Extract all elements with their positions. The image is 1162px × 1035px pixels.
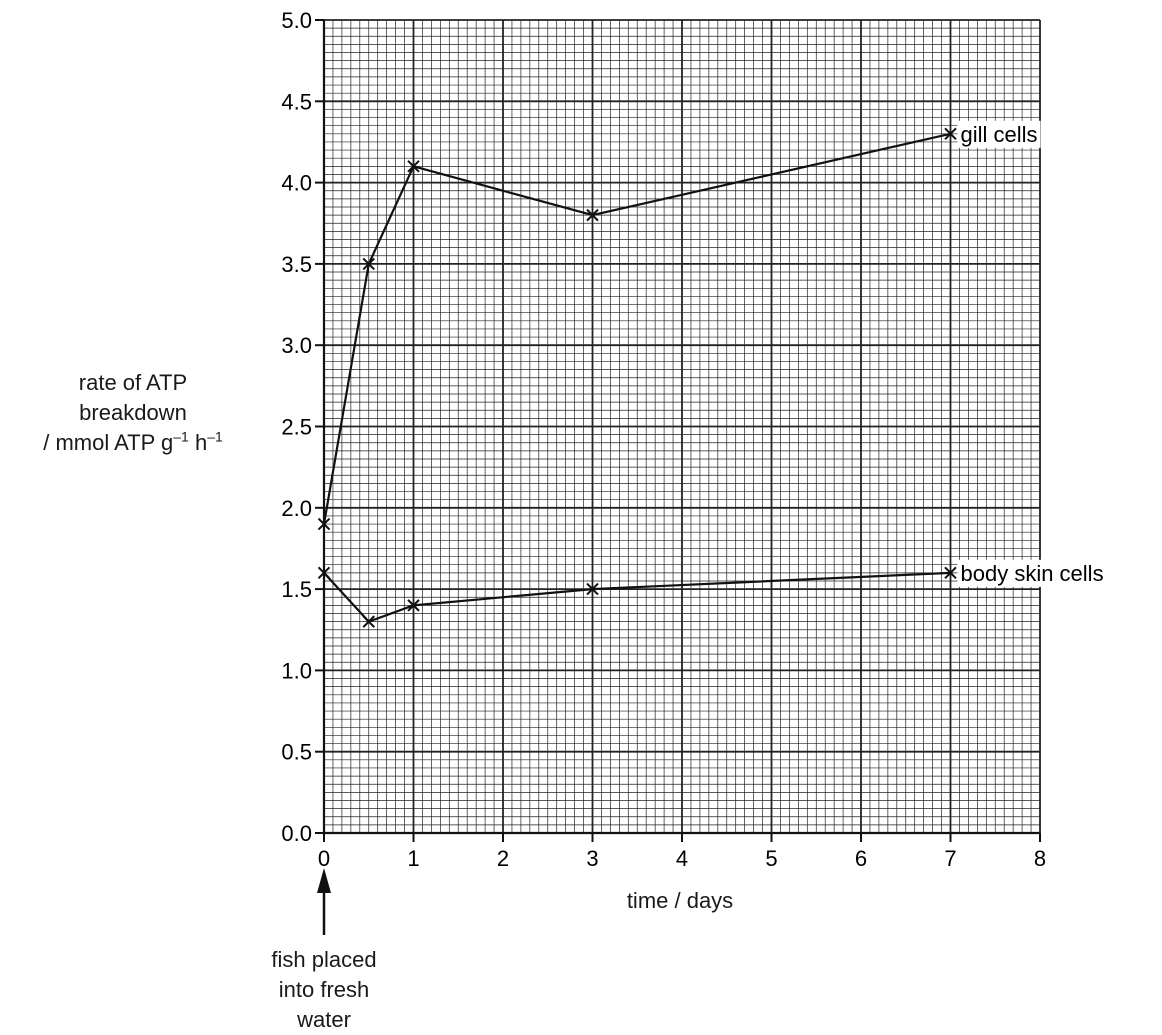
series-label-background <box>957 559 1107 587</box>
x-axis-title: time / days <box>626 888 734 913</box>
data-point-stroke <box>944 127 957 141</box>
x-tick-label: 1 <box>407 846 419 871</box>
y-unit-mid: h <box>188 430 208 455</box>
x-tick-label: 6 <box>855 846 867 871</box>
y-tick-label: 1.5 <box>281 577 312 602</box>
y-tick-label: 1.0 <box>281 658 312 683</box>
x-tick-label: 2 <box>497 846 509 871</box>
data-point-stroke <box>362 257 375 271</box>
y-tick-label: 4.5 <box>281 89 312 114</box>
annotation-arrow <box>317 868 331 935</box>
y-axis-title-line-2: breakdown <box>79 400 187 425</box>
series-label: gill cells <box>961 122 1038 147</box>
series-1: body skin cells <box>317 559 1107 628</box>
data-point-stroke <box>362 615 375 628</box>
data-point <box>362 615 375 628</box>
series-0: gill cells <box>317 120 1041 531</box>
data-point-stroke <box>317 566 331 580</box>
x-tick-label: 3 <box>586 846 598 871</box>
y-axis-title: rate of ATP breakdown / mmol ATP g–1 h–1 <box>2 368 264 458</box>
y-tick-label: 2.0 <box>281 496 312 521</box>
series-label: body skin cells <box>961 561 1104 586</box>
data-point <box>944 127 957 141</box>
data-point <box>944 566 957 580</box>
chart-ticks: 0.0 0.5 1.0 1.5 2.0 2.5 3.0 3.5 4.0 4.5 5.0 0 1 2 3 4 5 6… <box>281 8 1046 871</box>
data-point <box>586 582 599 596</box>
data-point <box>407 160 420 173</box>
annotation-text: fish placed into fresh water <box>224 945 424 1035</box>
series-label-background <box>957 120 1041 148</box>
chart-grid <box>323 19 1041 834</box>
data-point-stroke <box>407 160 420 173</box>
x-tick-label: 7 <box>944 846 956 871</box>
annotation-line-2: into fresh <box>278 977 370 1002</box>
y-tick-label: 3.0 <box>281 333 312 358</box>
data-point <box>362 257 375 271</box>
y-tick-label: 0.0 <box>281 821 312 846</box>
annotation-line-3: water <box>297 1007 351 1032</box>
chart-series: gill cells body skin cells <box>317 120 1107 628</box>
data-point <box>407 599 420 612</box>
y-tick-label: 0.5 <box>281 740 312 765</box>
y-tick-label: 4.0 <box>281 171 312 196</box>
x-tick-label: 8 <box>1034 846 1046 871</box>
data-point <box>317 517 331 531</box>
annotation-line-1: fish placed <box>271 947 377 972</box>
y-axis-title-line-1: rate of ATP <box>78 370 188 395</box>
x-tick-label: 5 <box>765 846 777 871</box>
y-unit-sup-1: –1 <box>173 428 189 445</box>
x-tick-label: 0 <box>318 846 330 871</box>
data-point-stroke <box>317 517 331 531</box>
y-tick-label: 2.5 <box>281 415 312 440</box>
x-tick-label: 4 <box>676 846 688 871</box>
y-axis-unit: / mmol ATP g–1 h–1 <box>2 428 264 458</box>
data-point-stroke <box>944 566 957 580</box>
y-tick-label: 5.0 <box>281 8 312 33</box>
y-unit-sup-2: –1 <box>207 428 223 445</box>
data-point <box>317 566 331 580</box>
y-tick-label: 3.5 <box>281 252 312 277</box>
annotation-arrow-head <box>317 868 331 893</box>
data-point-stroke <box>586 208 599 222</box>
data-point-stroke <box>407 599 420 612</box>
data-point <box>586 208 599 222</box>
y-unit-prefix: / mmol ATP g <box>43 430 174 455</box>
data-point-stroke <box>586 582 599 596</box>
